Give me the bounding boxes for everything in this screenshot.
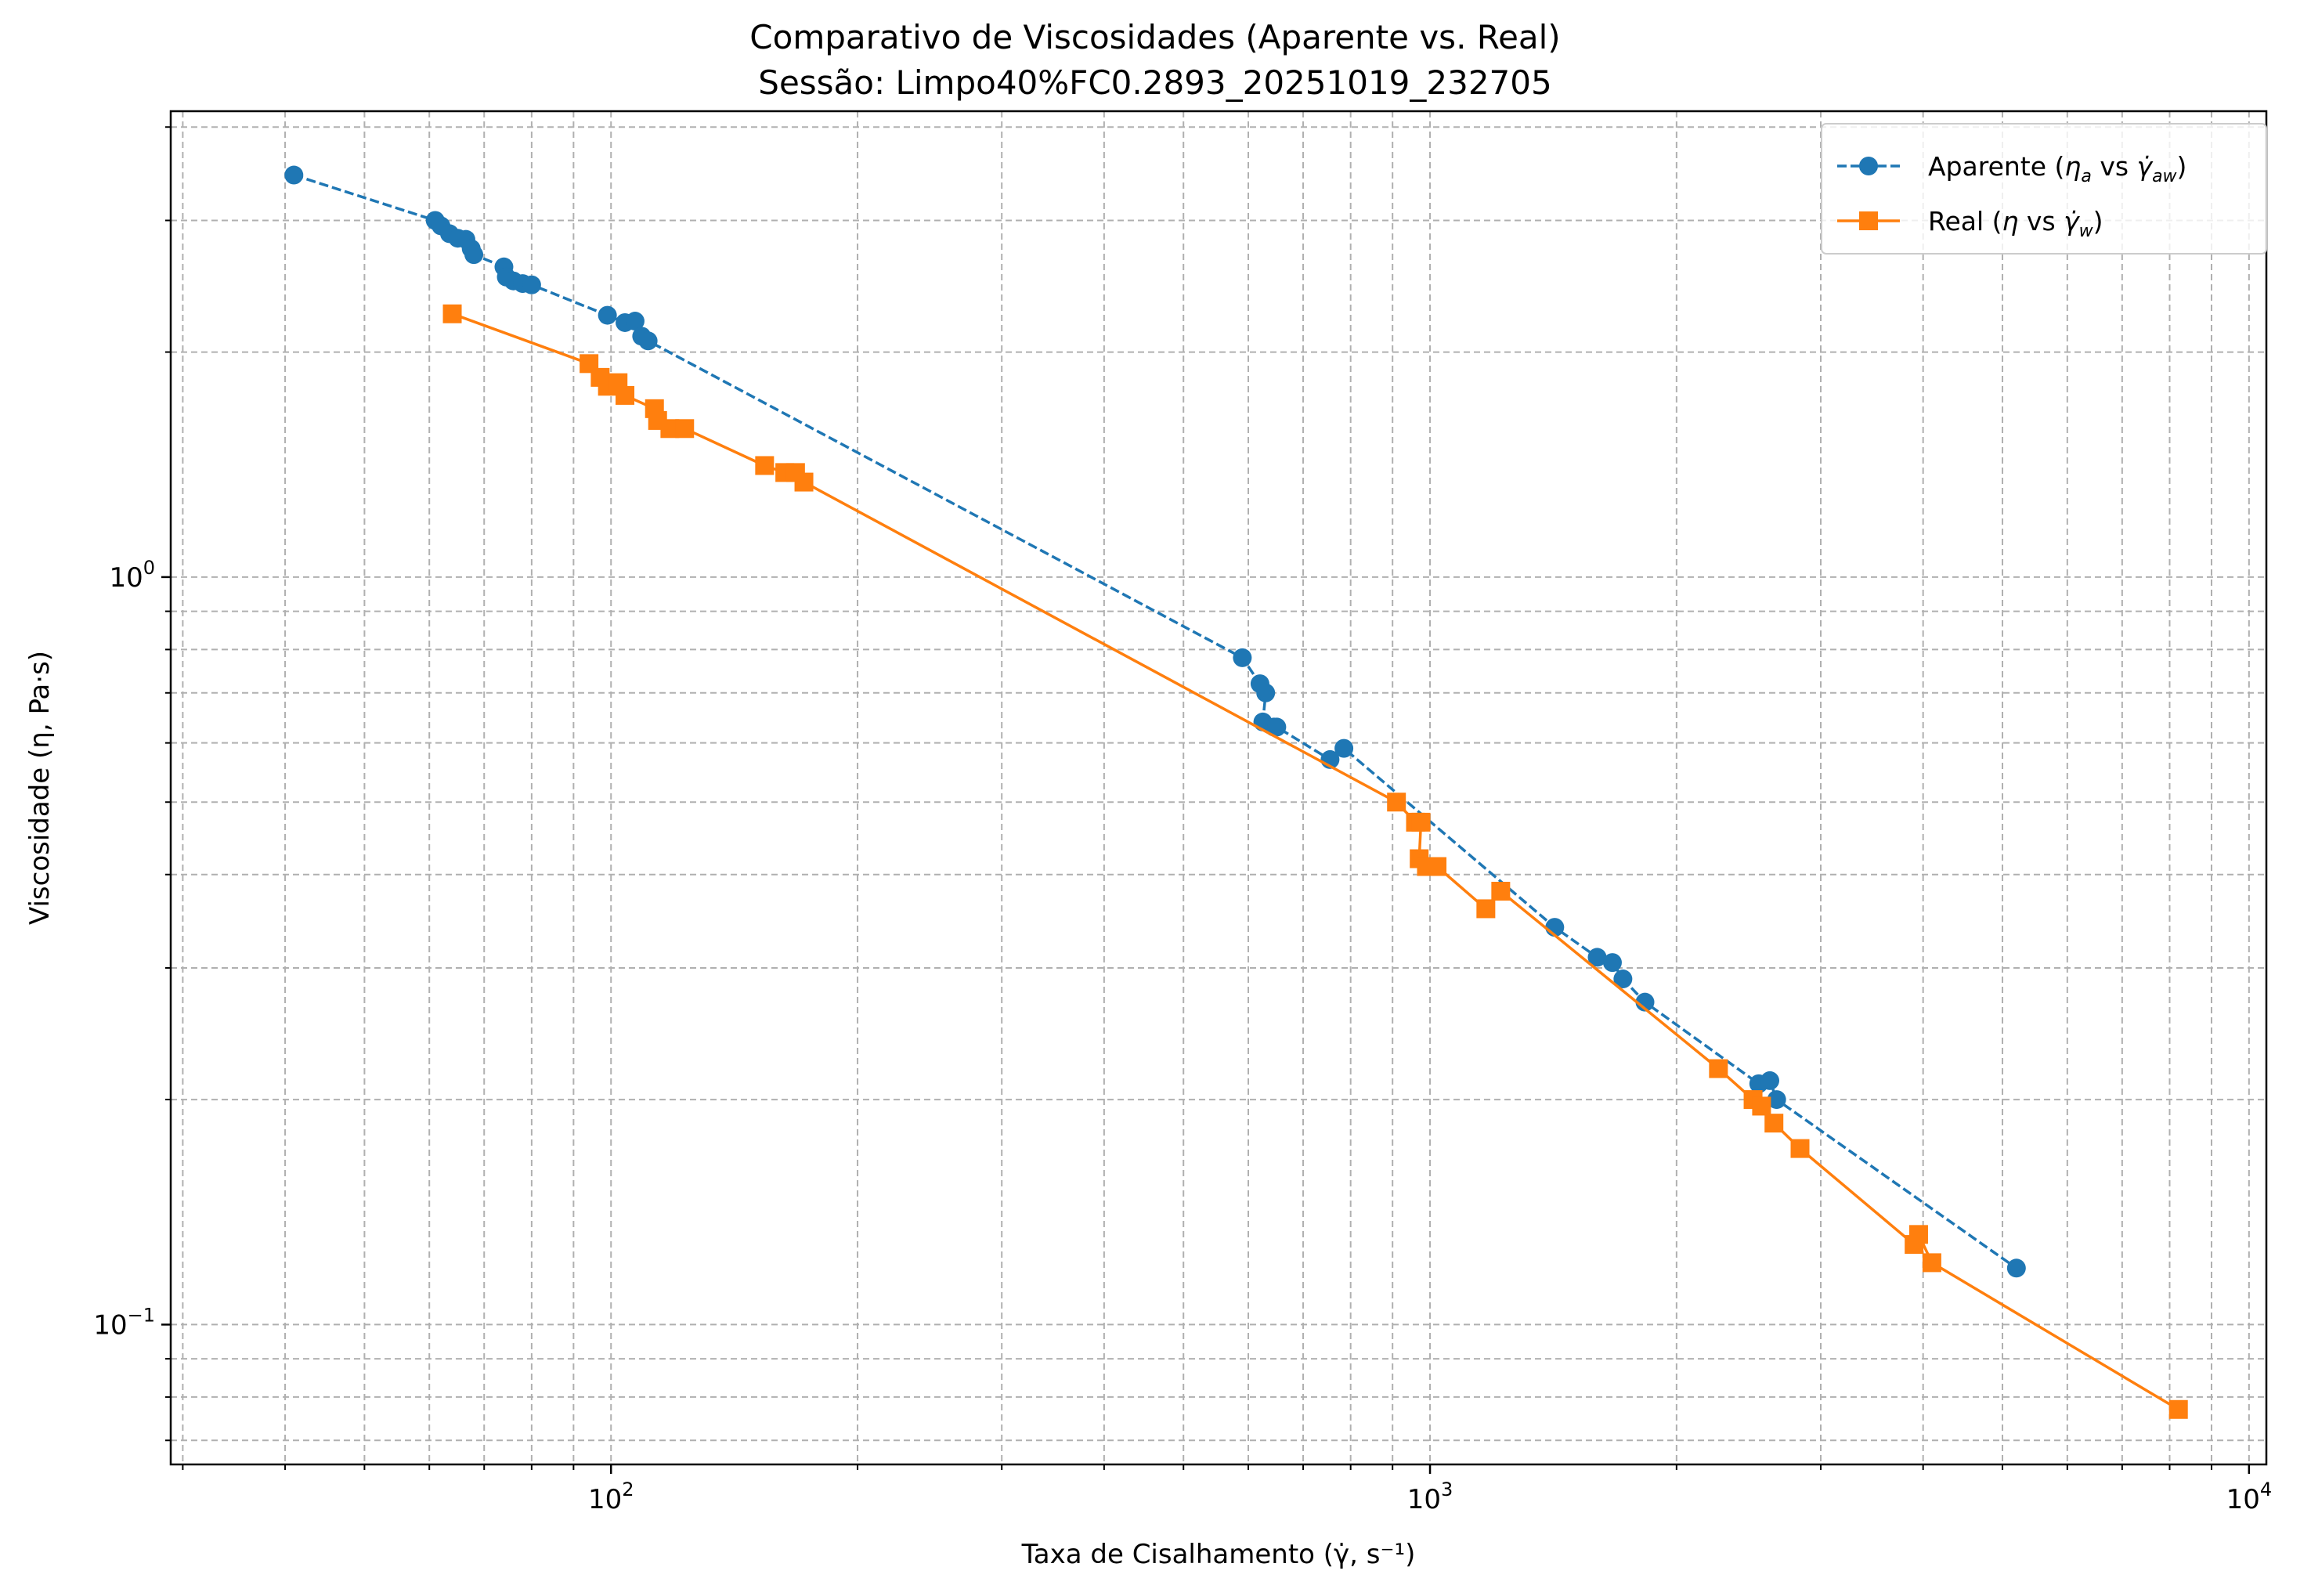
chart-subtitle: Sessão: Limpo40%FC0.2893_20251019_232705 (758, 63, 1551, 102)
x-tick-label: 104 (2226, 1479, 2273, 1515)
data-point-aparente (1233, 648, 1252, 667)
data-point-aparente (1613, 970, 1633, 989)
data-point-real (2168, 1399, 2188, 1419)
legend-marker-aparente (1859, 157, 1878, 175)
data-point-aparente (2006, 1258, 2026, 1278)
data-point-real (1908, 1225, 1928, 1244)
data-point-real (675, 419, 695, 439)
data-point-real (1922, 1253, 1941, 1273)
data-point-real (1764, 1114, 1784, 1133)
x-tick-label: 102 (588, 1479, 634, 1515)
x-tick-label: 103 (1407, 1479, 1453, 1515)
data-point-aparente (1767, 1090, 1786, 1110)
axis-ticks: 102 103 104 10−1 100 (93, 126, 2273, 1515)
y-tick-label: 100 (109, 557, 155, 594)
data-point-real (1709, 1059, 1728, 1078)
data-point-real (1790, 1139, 1810, 1158)
data-point-real (1476, 899, 1496, 919)
data-point-aparente (1267, 717, 1287, 737)
data-point-real (1491, 882, 1511, 901)
legend-label-aparente: Aparente (ηa vs γ̇aw) (1928, 151, 2186, 186)
data-point-real (1411, 812, 1431, 832)
data-point-real (1752, 1096, 1771, 1116)
data-point-real (616, 385, 635, 405)
y-tick-label: 10−1 (93, 1304, 155, 1341)
data-point-aparente (1587, 948, 1607, 967)
data-point-aparente (1256, 683, 1276, 702)
legend-box (1821, 123, 2267, 255)
data-point-aparente (522, 275, 541, 294)
data-point-real (755, 456, 775, 475)
data-point-aparente (464, 245, 484, 265)
data-point-real (1387, 793, 1406, 812)
data-point-real (794, 472, 814, 492)
data-point-real (442, 304, 462, 323)
data-point-aparente (638, 331, 658, 351)
y-axis-label: Viscosidade (η, Pa·s) (24, 651, 56, 925)
data-point-real (1428, 857, 1447, 876)
data-point-aparente (1760, 1071, 1780, 1090)
data-point-aparente (1602, 953, 1622, 973)
data-point-aparente (625, 312, 645, 331)
data-point-aparente (1334, 738, 1354, 758)
plot-frame (169, 110, 2268, 1466)
data-point-aparente (284, 165, 304, 185)
legend-marker-real (1859, 211, 1878, 230)
grid (171, 111, 2266, 1464)
series-layer (284, 165, 2188, 1419)
legend-label-real: Real (η vs γ̇w) (1928, 206, 2103, 241)
data-point-aparente (1635, 992, 1655, 1012)
data-point-aparente (598, 305, 617, 325)
chart-title: Comparativo de Viscosidades (Aparente vs… (749, 18, 1560, 56)
x-axis-label: Taxa de Cisalhamento (γ̇, s⁻¹) (1021, 1539, 1416, 1570)
legend: Aparente (ηa vs γ̇aw) Real (η vs γ̇w) (1821, 123, 2267, 255)
